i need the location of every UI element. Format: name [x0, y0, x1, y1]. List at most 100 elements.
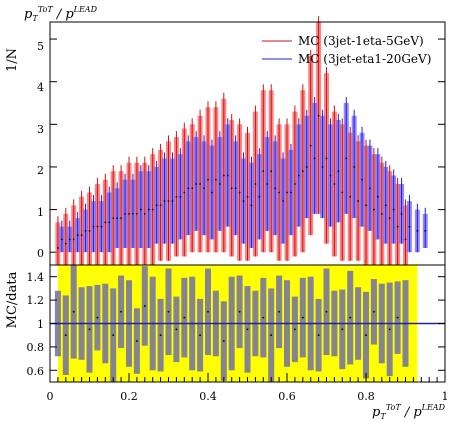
- ratio-point-15: [175, 328, 178, 331]
- ytick-bot-06: 0.6: [27, 365, 45, 378]
- series-0-point-12: [151, 208, 154, 211]
- series-1-point-0: [60, 238, 63, 241]
- ytick-top-1: 1: [37, 206, 44, 219]
- series-0-point-36: [341, 191, 344, 194]
- series-0-point-31: [301, 170, 304, 173]
- series-1-point-4: [92, 225, 95, 228]
- series-1-point-45: [416, 229, 419, 232]
- ratio-point-31: [301, 316, 304, 319]
- series-0-point-19: [207, 178, 209, 181]
- ytick-top-0: 0: [37, 247, 44, 260]
- title-top-left: pTToT / pLEAD: [24, 5, 98, 23]
- series-0-point-22: [230, 187, 233, 190]
- xtick-04: 0.4: [199, 390, 217, 403]
- series-0-point-4: [88, 229, 91, 232]
- series-0-point-15: [175, 195, 178, 198]
- series-1-point-3: [84, 229, 87, 232]
- series-0-point-33: [317, 114, 320, 117]
- xlabel: pTToT / pLEAD: [372, 403, 446, 421]
- ratio-point-40: [373, 310, 375, 313]
- series-0-point-9: [128, 212, 130, 215]
- series-1-point-7: [116, 217, 119, 220]
- title-sup2: LEAD: [73, 5, 98, 14]
- ytick-top-3: 3: [37, 123, 44, 136]
- series-0-point-18: [199, 183, 202, 185]
- ratio-point-5: [96, 316, 99, 319]
- series-1-point-1: [68, 238, 71, 241]
- series-0-point-16: [183, 191, 186, 194]
- series-0-point-11: [143, 212, 146, 215]
- series-0-point-38: [357, 200, 359, 202]
- ytick-bot-14: 1.4: [27, 271, 45, 284]
- legend: MC (3jet-1eta-5GeV) MC (3jet-eta1-20GeV): [262, 34, 431, 66]
- series-1-point-25: [258, 195, 261, 198]
- series-0-point-28: [278, 191, 280, 194]
- title-sub: T: [32, 14, 38, 23]
- series-0-point-1: [64, 242, 67, 245]
- xtick-0: 0: [47, 390, 54, 403]
- ratio-point-19: [207, 310, 209, 313]
- ratio-point-42: [388, 328, 391, 331]
- series-0-point-32: [309, 144, 312, 147]
- series-1-point-21: [226, 174, 229, 177]
- series-1-point-14: [171, 200, 174, 202]
- series-0-point-24: [246, 195, 249, 198]
- series-0-point-3: [80, 234, 83, 237]
- ratio-point-36: [341, 328, 344, 331]
- ratio-point-16: [183, 316, 186, 319]
- ratio-point-26: [262, 316, 265, 319]
- series-1-point-29: [290, 191, 292, 194]
- series-1-point-12: [155, 204, 158, 207]
- ratio-point-33: [317, 334, 320, 337]
- series-1-point-41: [384, 204, 387, 207]
- series-1-point-2: [76, 234, 79, 237]
- series-0-point-42: [388, 217, 391, 220]
- series-1-point-19: [211, 191, 213, 194]
- series-0-point-2: [72, 238, 75, 241]
- series-1-point-17: [195, 183, 198, 185]
- bottom-panel-frame: [49, 264, 446, 383]
- series-1-point-27: [274, 187, 277, 190]
- ratio-point-21: [222, 340, 225, 342]
- ytick-top-2: 2: [37, 164, 44, 177]
- series-1-point-44: [408, 225, 411, 228]
- series-1-point-23: [242, 200, 245, 202]
- ytick-bot-12: 1.2: [27, 294, 45, 307]
- series-1-point-42: [392, 208, 395, 211]
- series-1-point-8: [124, 212, 126, 215]
- ratio-point-43: [396, 316, 399, 319]
- series-1-point-26: [266, 183, 269, 185]
- ratio-point-27: [270, 334, 273, 337]
- title-sup: ToT: [38, 5, 54, 14]
- series-0-point-34: [325, 157, 328, 160]
- top-panel-marks: [50, 16, 445, 265]
- title-sep: / p: [53, 7, 75, 22]
- series-1-point-24: [250, 204, 253, 207]
- series-0-point-10: [136, 212, 138, 215]
- xlabel-p: p: [372, 405, 381, 420]
- series-1-point-39: [369, 187, 371, 190]
- series-1-point-31: [305, 166, 308, 168]
- series-0-point-29: [286, 191, 288, 194]
- series-1-point-10: [139, 208, 142, 211]
- ratio-point-34: [325, 310, 328, 313]
- series-0-point-35: [333, 183, 336, 185]
- series-0-point-7: [112, 217, 115, 220]
- ratio-point-18: [199, 334, 202, 337]
- series-1-point-15: [179, 195, 182, 198]
- bottom-panel-marks: [49, 265, 446, 382]
- xlabel-sub: T: [380, 412, 386, 421]
- xlabel-sep: / p: [401, 405, 423, 420]
- series-0-point-44: [404, 238, 407, 241]
- series-0-point-41: [380, 212, 383, 215]
- ratio-point-10: [136, 340, 138, 342]
- legend-label-1: MC (3jet-1eta-5GeV): [298, 34, 424, 48]
- series-0-point-20: [215, 178, 217, 181]
- xlabel-sup: ToT: [386, 403, 402, 412]
- legend-label-2: MC (3jet-eta1-20GeV): [298, 52, 431, 66]
- series-1-point-9: [132, 212, 134, 215]
- ratio-point-11: [143, 305, 146, 307]
- series-0-point-6: [104, 221, 107, 224]
- ratio-point-13: [159, 334, 162, 337]
